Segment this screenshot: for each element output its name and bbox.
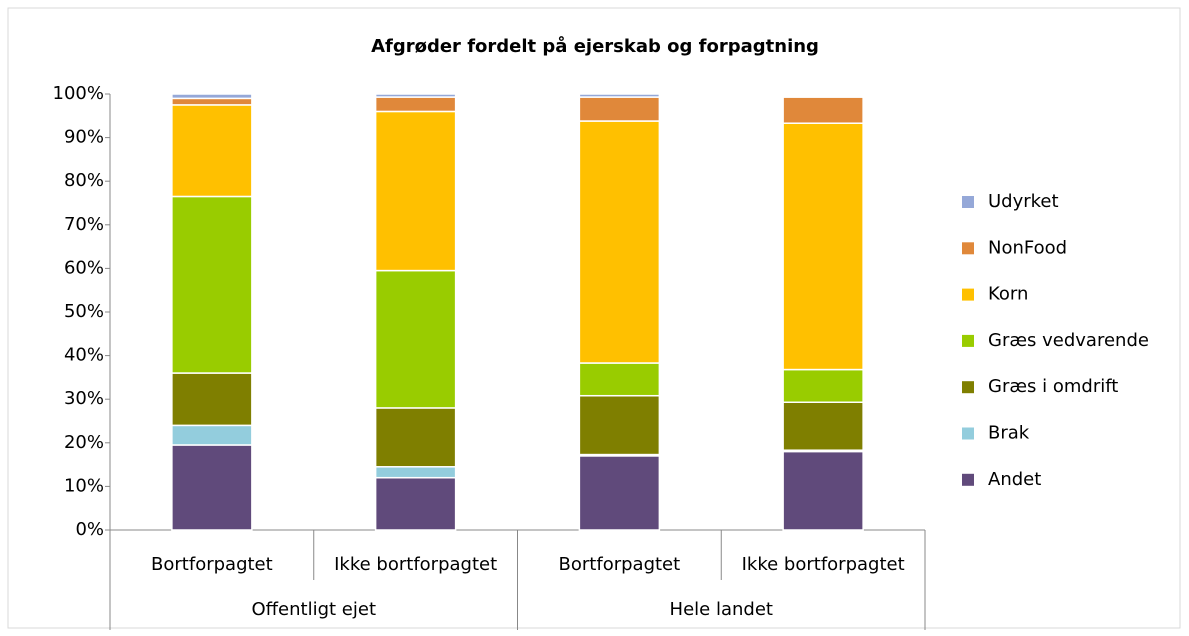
legend-swatch	[962, 288, 974, 301]
bar-segment	[374, 96, 457, 113]
y-tick-label: 100%	[53, 83, 104, 104]
bar-segment	[171, 424, 253, 446]
bar-segment	[782, 95, 864, 98]
legend-swatch	[962, 334, 974, 347]
bar-segment	[578, 455, 661, 531]
x-tick-label: Bortforpagtet	[559, 554, 681, 575]
bar-segment	[782, 96, 864, 124]
bar-segment	[578, 96, 661, 122]
legend-label: Andet	[988, 469, 1041, 490]
y-tick-label: 20%	[64, 432, 104, 453]
bar-segment	[374, 476, 457, 531]
legend-label: Græs i omdrift	[988, 376, 1118, 397]
y-tick-label: 70%	[64, 214, 104, 235]
legend-label: NonFood	[988, 237, 1067, 258]
legend-label: Brak	[988, 423, 1030, 444]
bar-segment	[171, 444, 253, 531]
legend-swatch	[962, 242, 974, 255]
bar-segment	[782, 450, 864, 531]
bar-segment	[171, 97, 253, 106]
legend-label: Udyrket	[988, 191, 1059, 212]
y-tick-label: 0%	[75, 519, 104, 540]
y-tick-label: 40%	[64, 345, 104, 366]
legend-swatch	[962, 427, 974, 440]
group-label: Offentligt ejet	[251, 599, 376, 620]
bar-segment	[171, 93, 253, 100]
bar-segment	[578, 394, 661, 456]
bar-segment	[374, 269, 457, 409]
group-label: Hele landet	[670, 599, 773, 620]
bar-segment	[782, 401, 864, 451]
bar-segment	[578, 120, 661, 364]
x-tick-label: Ikke bortforpagtet	[334, 554, 497, 575]
bar-segment	[578, 362, 661, 397]
legend-label: Græs vedvarende	[988, 330, 1149, 351]
legend-swatch	[962, 196, 974, 208]
x-tick-label: Ikke bortforpagtet	[742, 554, 905, 575]
bar-segment	[782, 122, 864, 371]
bar-segment	[171, 195, 253, 374]
y-tick-label: 50%	[64, 301, 104, 322]
chart-title: Afgrøder fordelt på ejerskab og forpagtn…	[371, 35, 819, 57]
y-tick-label: 60%	[64, 257, 104, 278]
y-tick-label: 80%	[64, 170, 104, 191]
bar-segment	[374, 466, 457, 479]
y-tick-label: 10%	[64, 475, 104, 496]
legend-swatch	[962, 473, 974, 486]
legend-label: Korn	[988, 284, 1028, 305]
bar-segment	[782, 368, 864, 404]
x-tick-label: Bortforpagtet	[151, 554, 273, 575]
bar-segment	[578, 93, 661, 98]
bar-segment	[374, 110, 457, 272]
bar-segment	[171, 372, 253, 427]
bar-segment	[171, 104, 253, 198]
bar-segment	[374, 93, 457, 98]
y-tick-label: 90%	[64, 127, 104, 148]
y-tick-label: 30%	[64, 388, 104, 409]
legend-swatch	[962, 381, 974, 394]
bar-segment	[374, 407, 457, 468]
